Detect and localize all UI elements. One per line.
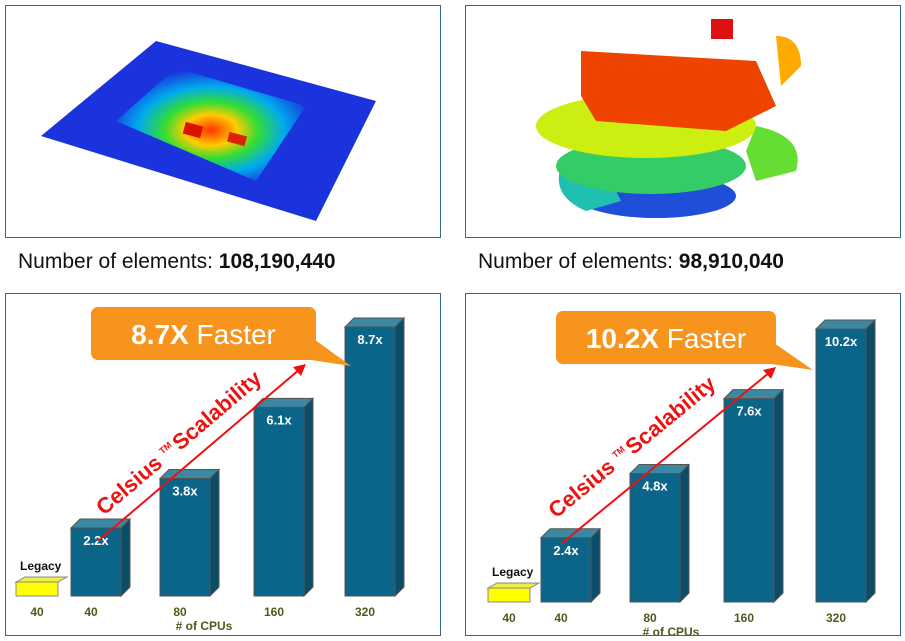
x-axis-label: # of CPUs [643, 625, 700, 635]
bar-side [209, 468, 220, 598]
caption-value: 108,190,440 [218, 250, 336, 273]
bar-top [814, 319, 877, 330]
speedup-chart-right: Legacy 40 2.4x 40 4.8x 80 7.6x 160 10.2x 320 # of … [486, 311, 877, 639]
bar-value-label: 2.4x [553, 543, 579, 558]
bar-top [722, 389, 785, 400]
3d-model-image [536, 19, 801, 218]
callout-box [556, 311, 776, 364]
x-tick-label: 320 [826, 611, 846, 625]
callout-text: 8.7X Faster [131, 319, 276, 350]
legacy-bar [15, 581, 59, 597]
bar [159, 478, 211, 597]
x-tick-label: 160 [264, 605, 284, 619]
chart-panel-right: Legacy 40 2.4x 40 4.8x 80 7.6x 160 10.2x 320 # of … [465, 293, 901, 639]
caption-value: 98,910,040 [678, 250, 784, 273]
bar [540, 537, 592, 603]
arrow-label-celsius: Celsius [543, 450, 624, 523]
arrow-label-celsius: Celsius [91, 446, 171, 520]
bar-side [865, 318, 876, 604]
callout-faster: Faster [667, 323, 746, 354]
thermal-plate-image [41, 41, 376, 221]
bar-value-label: 7.6x [736, 404, 762, 419]
bar-side [120, 517, 131, 598]
bar-side [679, 463, 690, 604]
x-tick-label: 40 [84, 605, 98, 619]
arrow-label-scalability: Scalability [620, 370, 720, 459]
scalability-arrow [560, 371, 771, 545]
bar-value-label: 6.1x [266, 412, 292, 427]
bar [629, 473, 681, 603]
callout-faster: Faster [197, 319, 276, 350]
scalability-arrow [97, 368, 301, 542]
callout-text: 10.2X Faster [586, 323, 746, 354]
bar [815, 328, 867, 603]
heatmap-panel [5, 5, 441, 238]
caption-label: Number of elements: [478, 250, 679, 273]
model-panel [465, 5, 901, 238]
legacy-tick-label: 40 [502, 611, 516, 625]
left-element-count: Number of elements: 108,190,440 [18, 250, 336, 274]
bar [253, 406, 305, 597]
legacy-bar [487, 587, 531, 603]
callout-speedup: 8.7X [131, 319, 196, 350]
bar-side [303, 397, 314, 598]
bar-value-label: 8.7x [357, 332, 383, 347]
bar-value-label: 3.8x [172, 484, 198, 499]
callout-pointer [771, 341, 813, 370]
chart-panel-left: Legacy 40 2.2x 40 3.8x 80 6.1x 160 8.7x 320 # of C… [5, 293, 441, 636]
legacy-tick-label: 40 [30, 605, 44, 619]
bar [70, 527, 122, 597]
callout-speedup: 10.2X [586, 323, 667, 354]
bar-value-label: 10.2x [825, 334, 858, 349]
x-axis-label: # of CPUs [176, 619, 233, 633]
callout-box [91, 307, 316, 360]
bar-top [158, 469, 221, 480]
x-tick-label: 160 [734, 611, 754, 625]
arrow-head [763, 367, 776, 379]
legacy-label: Legacy [492, 565, 534, 579]
x-tick-label: 40 [554, 611, 568, 625]
bar [723, 398, 775, 603]
bar-side [773, 388, 784, 604]
legacy-label: Legacy [20, 559, 62, 573]
bar-side [394, 316, 405, 598]
bar-side [590, 527, 601, 604]
x-tick-label: 80 [173, 605, 187, 619]
caption-label: Number of elements: [18, 250, 219, 273]
callout-pointer [311, 337, 351, 366]
bar-top [628, 464, 691, 475]
bar-value-label: 4.8x [642, 479, 668, 494]
legacy-bar-top [486, 582, 541, 589]
right-element-count: Number of elements: 98,910,040 [478, 250, 784, 274]
bar [344, 326, 396, 597]
x-tick-label: 320 [355, 605, 375, 619]
x-tick-label: 80 [643, 611, 657, 625]
arrow-head [293, 364, 306, 376]
legacy-bar-top [14, 576, 69, 583]
bar-top [343, 317, 406, 328]
